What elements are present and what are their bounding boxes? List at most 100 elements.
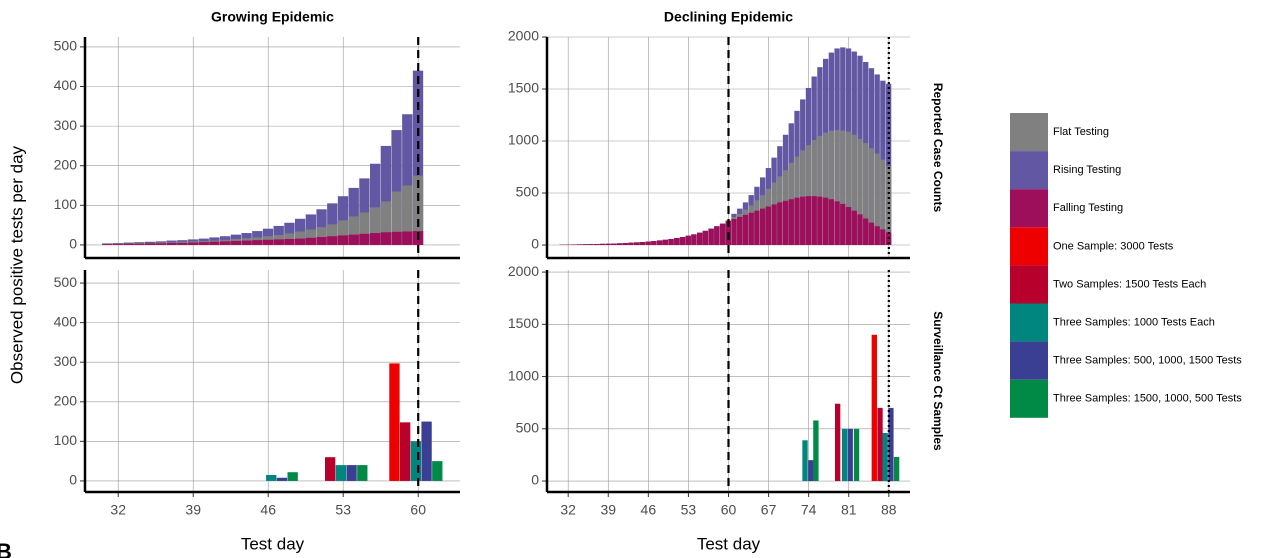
bar — [327, 203, 338, 245]
bar — [576, 244, 583, 245]
bar — [817, 196, 823, 245]
bar — [348, 234, 359, 245]
y-tick-label: 300 — [54, 353, 78, 369]
bar — [252, 240, 263, 245]
bar — [348, 216, 359, 245]
bar — [370, 233, 381, 245]
bar — [123, 243, 134, 245]
x-tick-label: 46 — [641, 502, 657, 518]
bar — [845, 207, 852, 245]
y-tick-label: 1500 — [508, 315, 539, 331]
bar — [357, 465, 368, 481]
bar — [421, 421, 432, 481]
y-tick-label: 0 — [531, 472, 539, 488]
bar — [611, 243, 617, 245]
bar — [391, 191, 402, 245]
bar — [697, 232, 703, 245]
bar — [391, 130, 402, 245]
bar — [731, 219, 737, 245]
strip-label: Surveillance Ct Samples — [931, 311, 945, 451]
bar — [800, 196, 806, 245]
bar — [811, 196, 817, 245]
bar — [645, 241, 651, 245]
bar — [719, 223, 726, 245]
bar — [765, 206, 772, 245]
bar — [582, 244, 588, 245]
bar — [754, 210, 760, 245]
bar — [805, 145, 812, 245]
bar — [828, 199, 835, 245]
bar — [639, 241, 646, 245]
bar — [771, 204, 777, 245]
bar — [380, 232, 392, 245]
bar — [391, 231, 402, 245]
bar — [273, 239, 284, 245]
bar — [840, 130, 846, 245]
bar — [112, 244, 124, 245]
bar — [863, 218, 869, 245]
x-tick-label: 60 — [721, 502, 737, 518]
bar — [325, 457, 336, 481]
bar — [679, 236, 686, 245]
bar — [651, 241, 657, 245]
bar — [782, 200, 789, 245]
bar — [102, 244, 113, 245]
bar — [742, 214, 749, 245]
bar — [885, 165, 892, 245]
bar — [874, 226, 880, 245]
y-tick-label: 0 — [69, 236, 77, 252]
legend-text: Three Samples: 1500, 1000, 500 Tests — [1053, 393, 1242, 405]
x-tick-label: 60 — [410, 502, 426, 518]
bar — [828, 130, 835, 245]
bar — [402, 231, 413, 245]
y-tick-label: 400 — [54, 313, 78, 329]
panel-title: Declining Epidemic — [664, 9, 793, 25]
bar — [662, 239, 668, 245]
y-tick-label: 100 — [54, 432, 78, 448]
bar — [759, 208, 766, 245]
bar — [628, 242, 634, 245]
x-tick-label: 32 — [110, 502, 126, 518]
legend-key — [1010, 113, 1048, 152]
bar — [346, 465, 357, 481]
bar — [851, 210, 857, 245]
bar — [622, 243, 628, 245]
bar — [748, 212, 754, 245]
bar — [834, 201, 840, 245]
bar — [714, 226, 720, 245]
x-tick-label: 74 — [801, 502, 817, 518]
x-tick-label: 53 — [681, 502, 697, 518]
bar — [359, 212, 370, 245]
bar — [888, 407, 894, 482]
bar — [845, 131, 852, 245]
legend-key — [1010, 379, 1048, 418]
bar — [868, 222, 875, 245]
bar — [857, 214, 863, 245]
bar — [880, 229, 886, 245]
bar — [605, 243, 611, 245]
bar — [841, 428, 848, 482]
bar — [813, 420, 819, 482]
bar — [777, 202, 783, 245]
y-tick-label: 100 — [54, 196, 78, 212]
bar — [166, 242, 177, 245]
bar — [794, 197, 800, 245]
x-tick-label: 39 — [600, 502, 616, 518]
bar — [284, 238, 295, 245]
bar — [691, 234, 697, 245]
bar — [874, 153, 880, 245]
bar — [432, 461, 443, 481]
bar — [882, 432, 888, 482]
x-tick-label: 67 — [761, 502, 777, 518]
legend-key — [1010, 265, 1048, 304]
bar — [668, 238, 674, 245]
y-tick-label: 400 — [54, 77, 78, 93]
bar — [877, 407, 883, 482]
bar — [337, 235, 349, 245]
bar — [708, 228, 714, 245]
bar — [840, 203, 846, 245]
bar — [402, 114, 413, 245]
legend-text: Three Samples: 1000 Tests Each — [1053, 316, 1215, 328]
bar — [295, 231, 306, 245]
y-tick-label: 500 — [54, 274, 78, 290]
